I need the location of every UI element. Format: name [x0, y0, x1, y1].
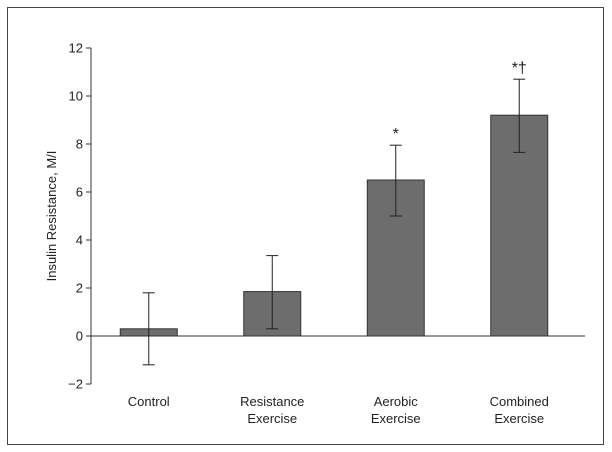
- category-label-3: Combined: [490, 394, 549, 409]
- bars: [119, 114, 549, 337]
- category-label-2: Aerobic: [374, 394, 419, 409]
- y-tick-label: 6: [76, 185, 83, 200]
- y-tick-label: −2: [68, 377, 83, 392]
- category-label-line2-3: Exercise: [494, 411, 544, 426]
- category-label-line2-1: Exercise: [247, 411, 297, 426]
- y-tick-label: 4: [76, 233, 83, 248]
- category-label-1: Resistance: [240, 394, 304, 409]
- significance-marker-2: *: [393, 126, 399, 143]
- y-tick-label: 0: [76, 329, 83, 344]
- significance-marker-3: *†: [512, 60, 527, 77]
- y-tick-label: 12: [69, 41, 83, 56]
- y-tick-label: 8: [76, 137, 83, 152]
- error-bars: [142, 78, 526, 366]
- labels: Control Resistance Exercise * Aerobic Exercis…: [128, 60, 549, 426]
- category-label-line2-2: Exercise: [371, 411, 421, 426]
- y-tick-label: 10: [69, 89, 83, 104]
- y-tick-label: 2: [76, 281, 83, 296]
- category-label-0: Control: [128, 394, 170, 409]
- y-axis-label: Insulin Resistance, M/I: [44, 151, 59, 282]
